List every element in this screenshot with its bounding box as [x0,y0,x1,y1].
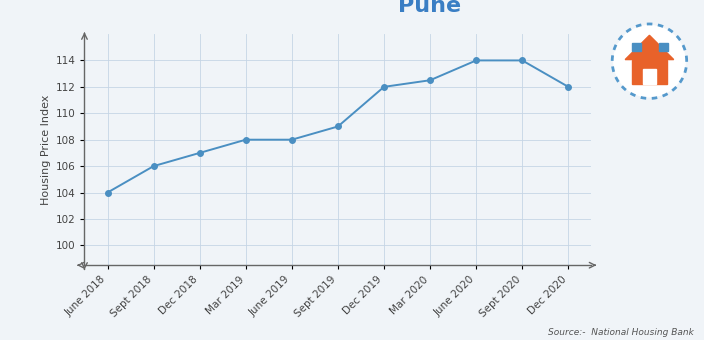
Y-axis label: Housing Price Index: Housing Price Index [42,95,51,205]
Polygon shape [631,59,667,84]
Polygon shape [659,44,668,51]
Polygon shape [625,35,674,60]
Text: Source:-  National Housing Bank: Source:- National Housing Bank [548,328,693,337]
Text: Pune: Pune [398,0,460,16]
Polygon shape [643,69,656,84]
Polygon shape [631,44,641,51]
Circle shape [614,26,685,97]
